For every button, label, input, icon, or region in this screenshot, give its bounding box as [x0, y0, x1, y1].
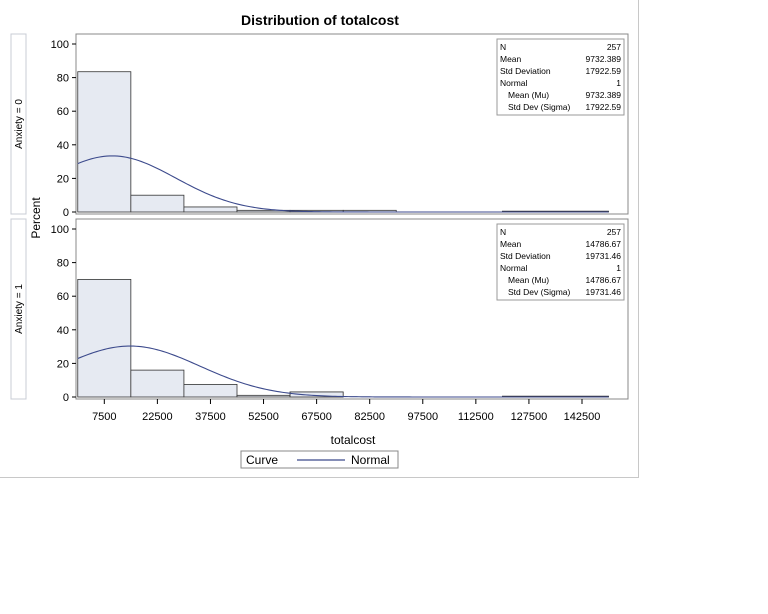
plot-frame [75, 33, 629, 215]
histogram-bar [77, 71, 132, 213]
y-tick-label: 20 [57, 173, 69, 185]
stats-box [496, 38, 625, 116]
stats-label: N [500, 227, 506, 237]
x-tick-label: 67500 [301, 411, 332, 423]
legend-title: Curve [246, 453, 278, 467]
panel-label: Anxiety = 1 [14, 284, 25, 334]
histogram-tail-bar [289, 391, 344, 398]
stats-value: 257 [607, 227, 621, 237]
stats-label: Normal [500, 263, 528, 273]
legend: Curve Normal [240, 450, 399, 469]
stats-label: Normal [500, 78, 528, 88]
histogram-bar [183, 206, 238, 213]
stats-value: 19731.46 [586, 287, 622, 297]
y-tick-label: 0 [63, 392, 69, 404]
y-tick-label: 20 [57, 358, 69, 370]
y-tick-label: 60 [57, 106, 69, 118]
panel-strip [10, 33, 27, 215]
x-tick-label: 127500 [511, 411, 548, 423]
histogram-chart: Distribution of totalcost Percent totalc… [10, 12, 629, 469]
y-tick-label: 80 [57, 258, 69, 270]
y-tick-label: 40 [57, 140, 69, 152]
x-tick-label: 7500 [92, 411, 116, 423]
legend-entry: Normal [351, 453, 390, 467]
x-tick-label: 142500 [564, 411, 601, 423]
y-axis-title: Percent [29, 197, 43, 239]
stats-label: Std Dev (Sigma) [508, 287, 571, 297]
stats-value: 257 [607, 42, 621, 52]
stats-value: 14786.67 [586, 275, 622, 285]
normal-curve [77, 345, 609, 398]
panel-0: Anxiety = 0 0 20 40 60 80 100 N 257 Mean 9732.389 S… [10, 33, 629, 219]
x-axis: 7500 22500 37500 52500 67500 82500 97500 112500… [92, 399, 600, 423]
y-tick-label: 40 [57, 325, 69, 337]
histogram-bar [236, 394, 291, 398]
y-tick-label: 60 [57, 291, 69, 303]
panel-label: Anxiety = 0 [14, 99, 25, 149]
stats-value: 9732.389 [586, 90, 622, 100]
y-tick-label: 0 [63, 207, 69, 219]
panels: Anxiety = 0 0 20 40 60 80 100 N 257 Mean 9732.389 S… [10, 33, 629, 404]
x-tick-label: 22500 [142, 411, 173, 423]
stats-label: Std Deviation [500, 66, 551, 76]
x-tick-label: 52500 [248, 411, 279, 423]
stats-value: 1 [616, 263, 621, 273]
x-tick-label: 112500 [458, 411, 494, 423]
chart-title: Distribution of totalcost [241, 12, 399, 28]
normal-curve [77, 155, 609, 213]
stats-value: 19731.46 [586, 251, 622, 261]
y-tick-label: 80 [57, 73, 69, 85]
x-tick-label: 37500 [195, 411, 226, 423]
x-tick-label: 82500 [354, 411, 385, 423]
graph-frame: Distribution of totalcost Percent totalc… [0, 0, 639, 478]
stats-label: Std Dev (Sigma) [508, 102, 571, 112]
stats-value: 17922.59 [586, 66, 622, 76]
panel-1: Anxiety = 1 0 20 40 60 80 100 N 257 Mean 14786.67 S… [10, 218, 629, 404]
x-tick-label: 97500 [407, 411, 438, 423]
stats-label: Mean [500, 239, 522, 249]
stats-label: Mean (Mu) [508, 275, 549, 285]
stats-label: Std Deviation [500, 251, 551, 261]
stats-box [496, 223, 625, 301]
stats-value: 9732.389 [586, 54, 622, 64]
y-tick-label: 100 [51, 39, 69, 51]
stats-value: 1 [616, 78, 621, 88]
stats-value: 14786.67 [586, 239, 622, 249]
histogram-bar [183, 383, 238, 398]
stats-label: Mean (Mu) [508, 90, 549, 100]
stats-value: 17922.59 [586, 102, 622, 112]
histogram-bar [130, 194, 185, 213]
panel-strip [10, 218, 27, 400]
x-axis-title: totalcost [331, 433, 376, 447]
stats-label: Mean [500, 54, 522, 64]
histogram-bar [77, 278, 132, 398]
stats-label: N [500, 42, 506, 52]
plot-frame [75, 218, 629, 400]
y-tick-label: 100 [51, 224, 69, 236]
histogram-bar [130, 369, 185, 398]
